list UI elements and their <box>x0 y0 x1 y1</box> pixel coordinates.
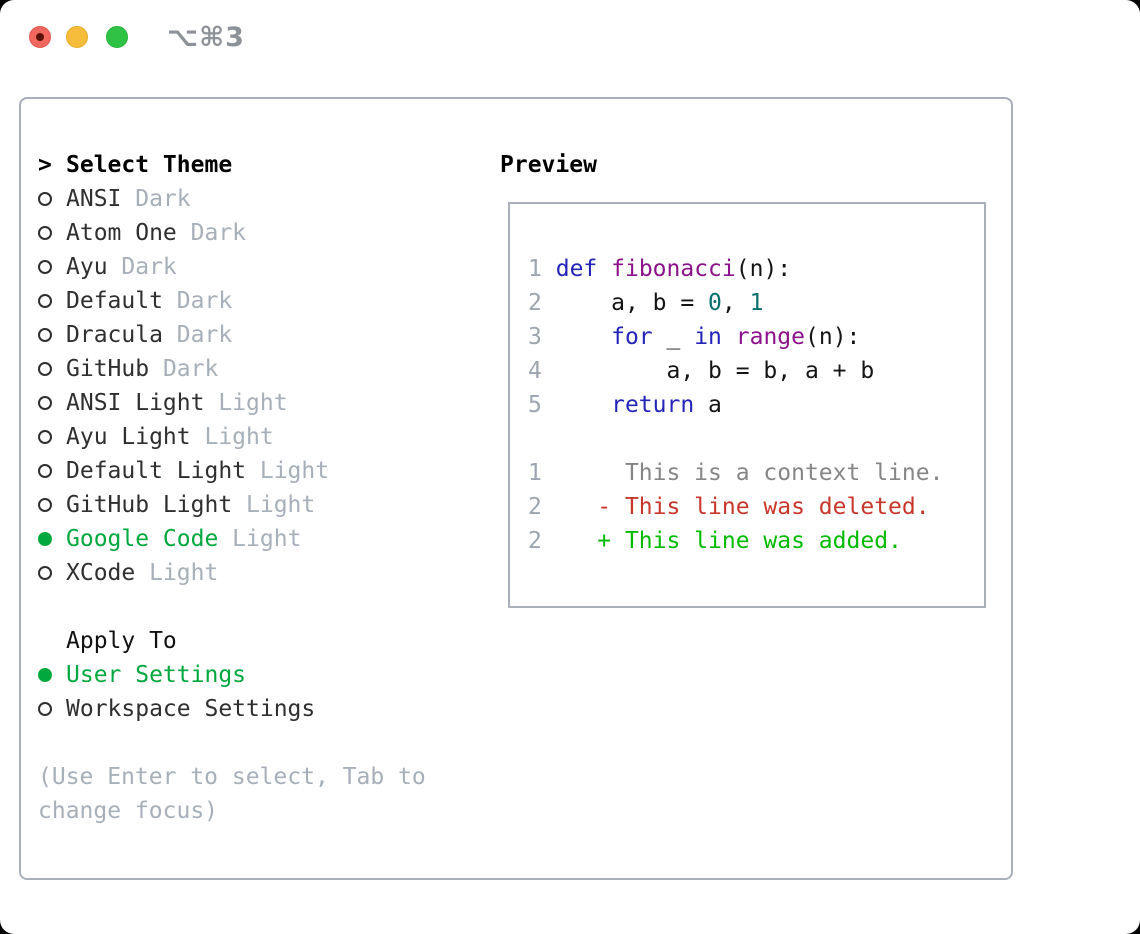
radio-icon <box>38 260 66 274</box>
theme-item[interactable]: Ayu Dark <box>38 250 426 284</box>
help-text: (Use Enter to select, Tab to change focu… <box>38 760 426 828</box>
radio-icon <box>38 430 66 444</box>
radio-icon <box>38 464 66 478</box>
line-number: 5 <box>528 392 542 418</box>
theme-item[interactable]: ANSI Light Light <box>38 386 426 420</box>
select-theme-title: Select Theme <box>66 152 233 178</box>
apply-to-title: Apply To <box>66 628 177 654</box>
item-label: Default Light Light <box>66 458 330 484</box>
diff-line-context: 1 This is a context line. <box>528 460 944 486</box>
theme-selector-panel: > Select Theme ANSI Dark Atom One Dark Ayu… <box>19 97 1013 880</box>
item-label: XCode Light <box>66 560 219 586</box>
item-label: Ayu Dark <box>66 254 177 280</box>
theme-column: > Select Theme ANSI Dark Atom One Dark Ayu… <box>38 148 426 828</box>
line-number: 3 <box>528 324 542 350</box>
item-label: Dracula Dark <box>66 322 233 348</box>
theme-item[interactable]: XCode Light <box>38 556 426 590</box>
diff-line-deleted: 2 - This line was deleted. <box>528 494 930 520</box>
radio-icon <box>38 702 66 716</box>
item-label: User Settings <box>66 662 247 688</box>
prompt-icon: > <box>38 152 52 178</box>
theme-item[interactable]: Atom One Dark <box>38 216 426 250</box>
radio-icon <box>38 328 66 342</box>
help-line-1: (Use Enter to select, Tab to <box>38 764 426 790</box>
item-label: Atom One Dark <box>66 220 247 246</box>
theme-item[interactable]: GitHub Dark <box>38 352 426 386</box>
radio-icon <box>38 192 66 206</box>
window-title: ⌥⌘3 <box>167 22 245 53</box>
theme-list: ANSI Dark Atom One Dark Ayu Dark Default Da… <box>38 182 426 590</box>
radio-selected-icon <box>38 668 66 682</box>
apply-to-option[interactable]: Workspace Settings <box>38 692 426 726</box>
spacer <box>38 590 426 624</box>
item-label: Ayu Light Light <box>66 424 274 450</box>
code-line: 3 for _ in range(n): <box>528 324 861 350</box>
item-label: ANSI Dark <box>66 186 191 212</box>
zoom-button[interactable] <box>106 26 128 48</box>
line-number: 1 <box>528 256 542 282</box>
radio-icon <box>38 362 66 376</box>
apply-to-option[interactable]: User Settings <box>38 658 426 692</box>
code-line: 4 a, b = b, a + b <box>528 358 875 384</box>
preview-box: 1 def fibonacci(n): 2 a, b = 0, 1 3 for _ … <box>508 202 986 608</box>
help-line-2: change focus) <box>38 798 219 824</box>
radio-icon <box>38 498 66 512</box>
spacer <box>38 726 426 760</box>
item-label: Workspace Settings <box>66 696 316 722</box>
theme-item[interactable]: Default Light Light <box>38 454 426 488</box>
radio-icon <box>38 226 66 240</box>
item-label: Google Code Light <box>66 526 302 552</box>
radio-selected-icon <box>38 532 66 546</box>
apply-to-list: User Settings Workspace Settings <box>38 658 426 726</box>
theme-item[interactable]: Dracula Dark <box>38 318 426 352</box>
item-label: GitHub Dark <box>66 356 219 382</box>
preview-title: Preview <box>500 152 597 178</box>
code-line: 5 return a <box>528 392 722 418</box>
minimize-button[interactable] <box>66 26 88 48</box>
preview-column: Preview 1 def fibonacci(n): 2 a, b = 0, 1… <box>500 148 986 608</box>
item-label: ANSI Light Light <box>66 390 288 416</box>
spacer <box>528 422 984 456</box>
line-number: 4 <box>528 358 542 384</box>
item-label: Default Dark <box>66 288 233 314</box>
code-line: 1 def fibonacci(n): <box>528 256 792 282</box>
theme-item[interactable]: Ayu Light Light <box>38 420 426 454</box>
preview-header: Preview <box>500 148 986 182</box>
radio-icon <box>38 294 66 308</box>
theme-item[interactable]: Default Dark <box>38 284 426 318</box>
radio-icon <box>38 566 66 580</box>
line-number: 1 <box>528 460 542 486</box>
code-line: 2 a, b = 0, 1 <box>528 290 764 316</box>
titlebar: ⌥⌘3 <box>0 0 1140 75</box>
line-number: 2 <box>528 528 542 554</box>
theme-item[interactable]: Google Code Light <box>38 522 426 556</box>
line-number: 2 <box>528 494 542 520</box>
diff-line-added: 2 + This line was added. <box>528 528 902 554</box>
line-number: 2 <box>528 290 542 316</box>
item-label: GitHub Light Light <box>66 492 316 518</box>
code-preview: 1 def fibonacci(n): 2 a, b = 0, 1 3 for _ … <box>528 252 984 422</box>
radio-icon <box>38 396 66 410</box>
apply-to-header: Apply To <box>38 624 426 658</box>
select-theme-header: > Select Theme <box>38 148 426 182</box>
close-button[interactable] <box>29 26 51 48</box>
theme-item[interactable]: GitHub Light Light <box>38 488 426 522</box>
theme-item[interactable]: ANSI Dark <box>38 182 426 216</box>
diff-preview: 1 This is a context line. 2 - This line w… <box>528 456 984 558</box>
